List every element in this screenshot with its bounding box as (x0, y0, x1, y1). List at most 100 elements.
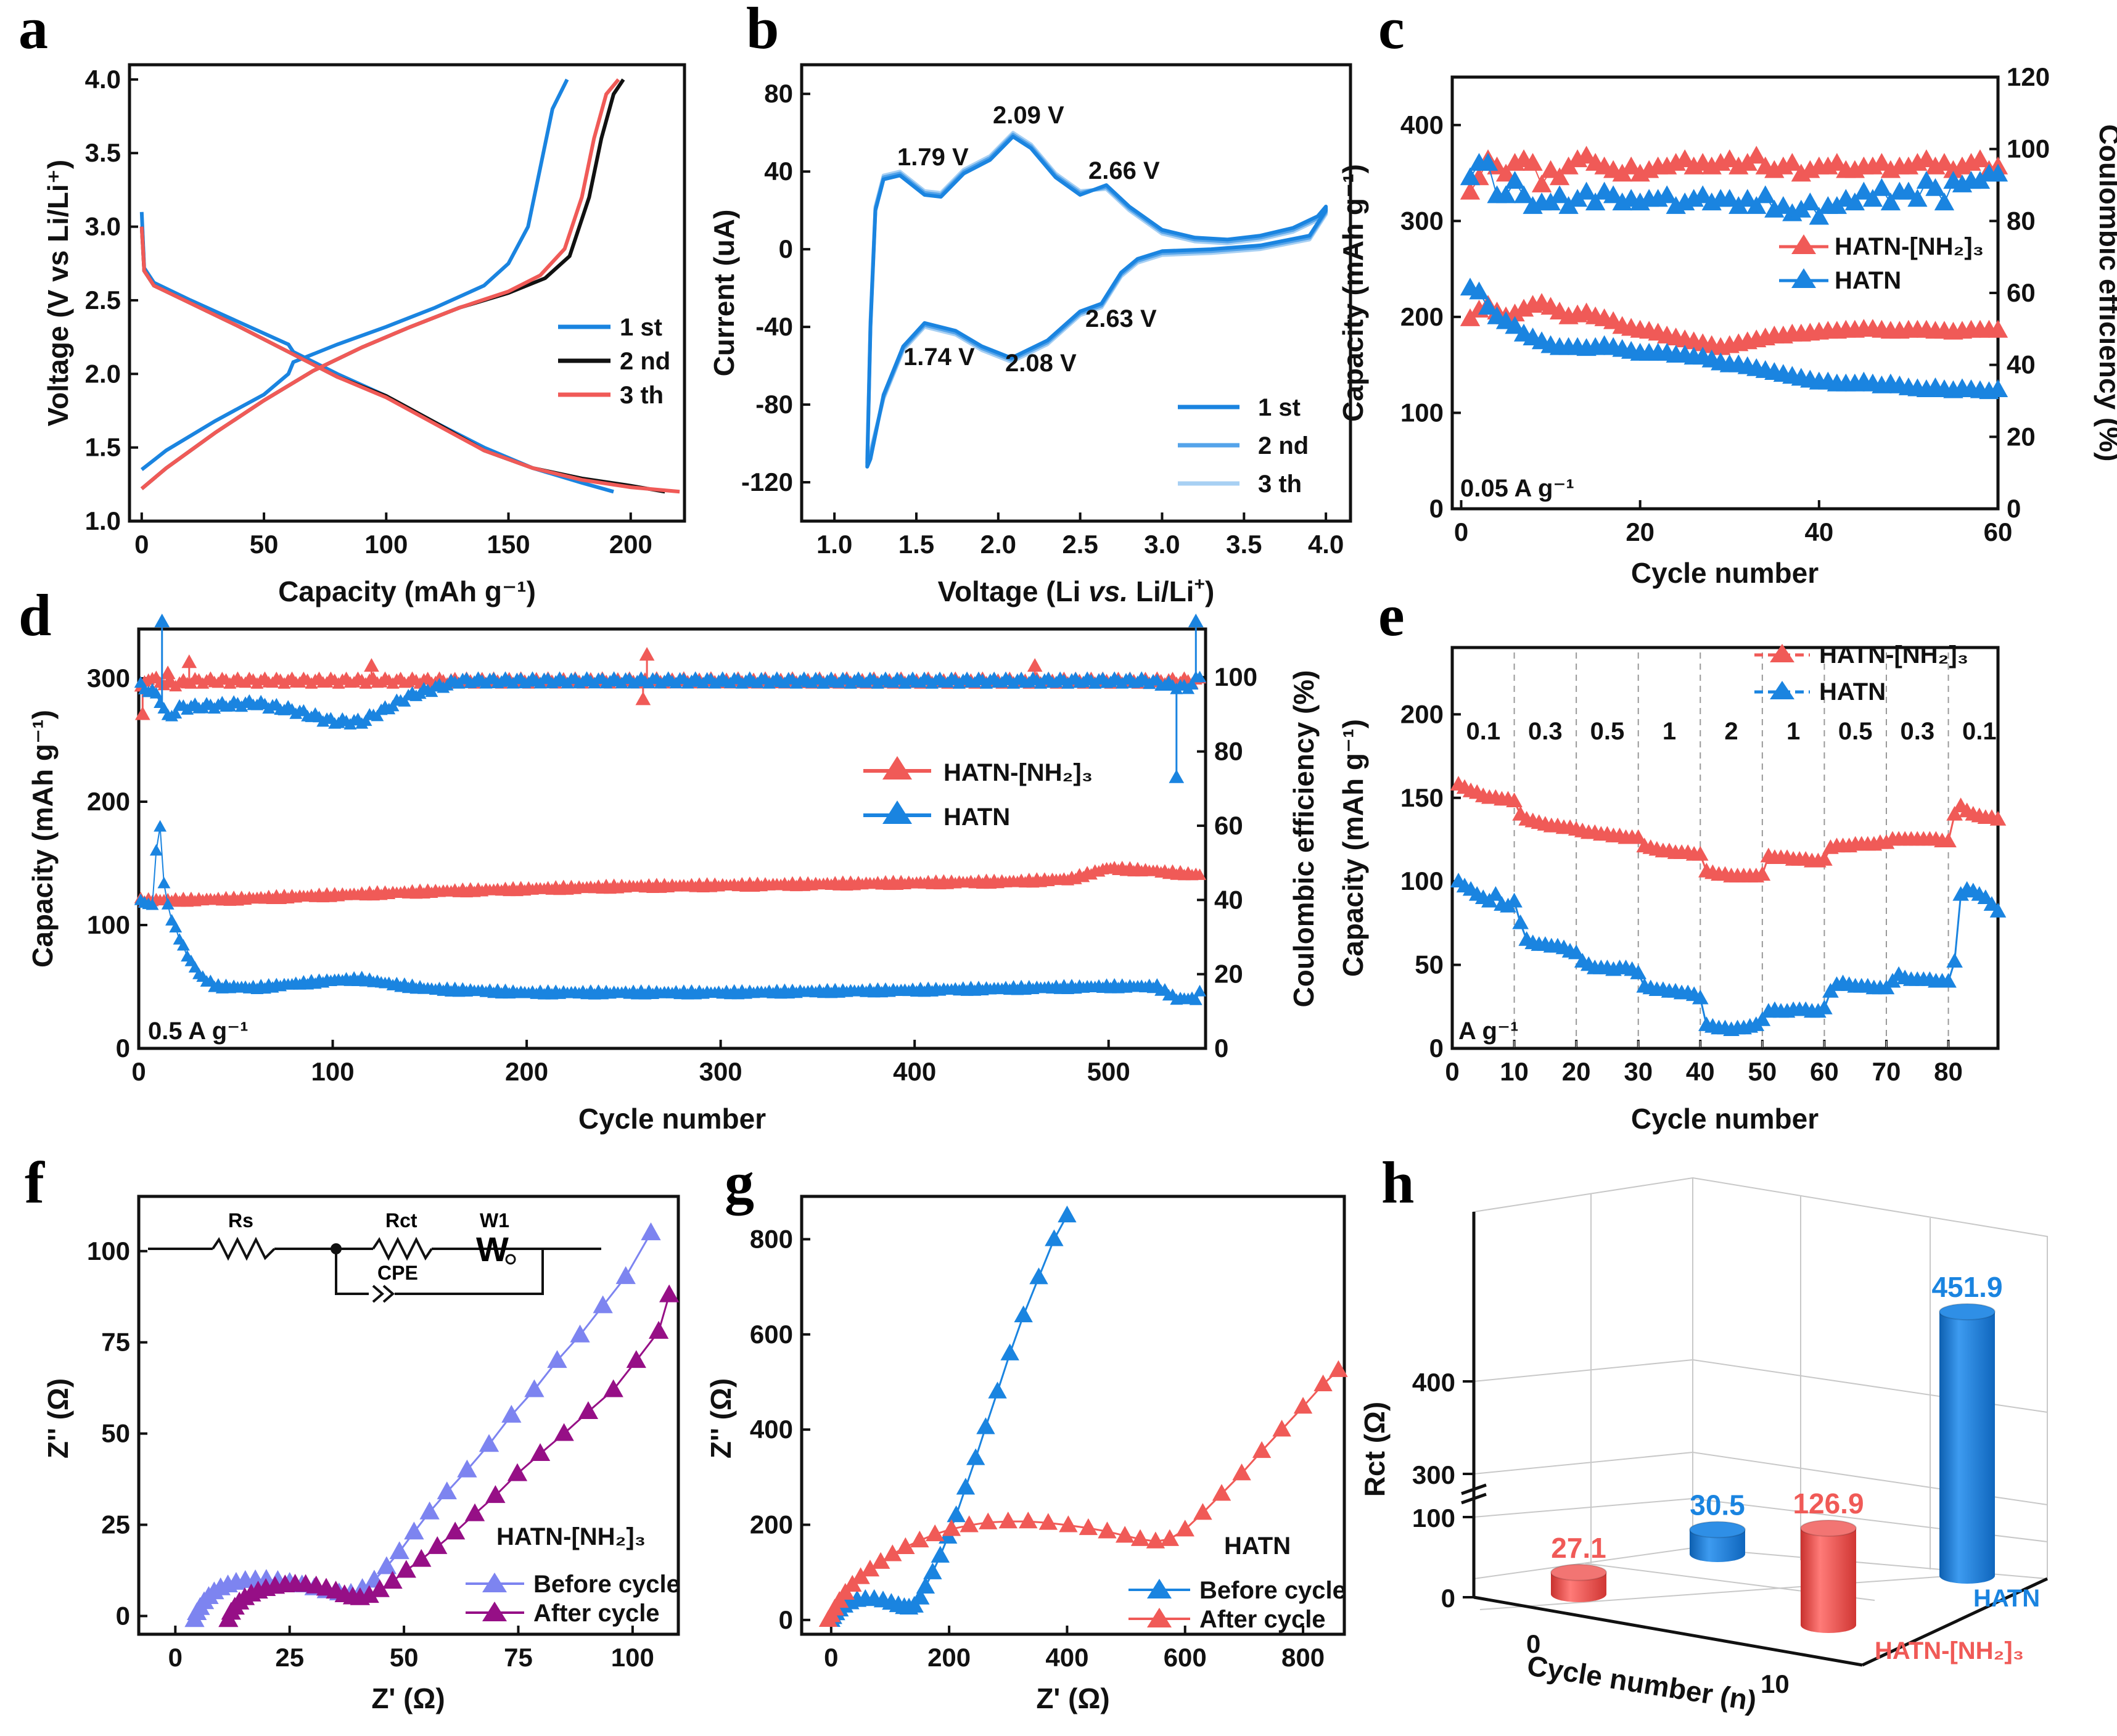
x-axis-label-b-part5: ) (1205, 575, 1214, 607)
legend-marker-d-nh2 (882, 756, 912, 780)
y-tick-label: 80 (764, 79, 793, 108)
rate-label-e: 2 (1724, 718, 1738, 745)
nyquist-point-f (501, 1405, 522, 1423)
nyquist-point-f (445, 1521, 466, 1540)
nyquist-point-f (554, 1423, 574, 1441)
legend-g: Before cycle After cycle (1128, 1577, 1346, 1633)
markers-e: 0.1 0.3 0.5 1 2 1 0.5 0.3 0.1 (1450, 652, 2007, 1048)
x-tick-label: 1.5 (898, 530, 934, 559)
y-tick-label: 4.0 (85, 65, 121, 94)
y-tick-label: 40 (764, 157, 793, 186)
ce-point-c (1862, 189, 1883, 207)
ce-point-c (1755, 185, 1775, 204)
ce-point-c (1576, 181, 1597, 200)
resistor-rct-icon (372, 1236, 433, 1261)
x-tick-label: 100 (311, 1057, 355, 1086)
y-axis-label-h: Rct (Ω) (1359, 1402, 1391, 1497)
ce-point-c (1719, 189, 1740, 207)
nyquist-point-f (404, 1521, 424, 1540)
y-tick-label: 0 (1429, 494, 1444, 523)
y2-tick-label: 100 (1214, 662, 1257, 691)
markers-d (134, 613, 1207, 1005)
ce-point-c (1746, 146, 1767, 164)
nyquist-point-f (437, 1481, 457, 1500)
y-tick-label: 2.0 (85, 359, 121, 388)
bar-h-HATN-0: 30.5 (1689, 1489, 1746, 1562)
legend-e: HATN-[NH₂]₃ HATN (1754, 641, 1968, 706)
y-tick-label: 200 (1400, 302, 1444, 331)
x-tick-label: 10 (1500, 1057, 1529, 1086)
y-tick-label-h: 100 (1412, 1504, 1455, 1532)
ce-point-c (1872, 178, 1892, 196)
rate-point-e (1692, 845, 1709, 861)
y-tick-label: 50 (1415, 950, 1444, 979)
nyquist-point-f (507, 1463, 528, 1481)
rate-label-e: 0.3 (1528, 718, 1563, 745)
gridline-h-400 (1473, 1359, 2048, 1413)
ce-point-c (1675, 149, 1695, 168)
ce-point-c (1478, 153, 1498, 171)
legend-marker-g-after (1147, 1608, 1172, 1627)
depth-axis-h (1861, 1577, 2049, 1667)
y2-tick-label: 60 (1214, 811, 1243, 840)
rate-point-e (1816, 1000, 1833, 1014)
x-tick-label: 150 (487, 530, 530, 559)
axis-ticks-b: 1.0 1.5 2.0 2.5 3.0 3.5 4.0 -120 -80 -40 0 40 80 (741, 79, 1344, 559)
ce-point-c (1603, 185, 1624, 204)
x-axis-label-f: Z' (Ω) (371, 1682, 445, 1714)
x-tick-label: 60 (1810, 1057, 1839, 1086)
markers-g (818, 1205, 1348, 1627)
rate-point-e (1506, 792, 1523, 807)
y-tick-label: 3.5 (85, 138, 121, 167)
y-tick-label: 600 (750, 1320, 793, 1349)
ce-point-c (1970, 149, 1991, 168)
panel-d: d 0 100 200 300 400 500 0 100 200 300 0 20 40 60 80 100… (18, 582, 1320, 1135)
y2-tick-label: 80 (2007, 206, 2036, 235)
nyquist-point-f (626, 1350, 646, 1368)
legend-label-b-2nd: 2 nd (1258, 432, 1309, 459)
ce-point-c (1809, 207, 1829, 225)
x-axis-label-e: Cycle number (1631, 1103, 1819, 1135)
y2-tick-label: 60 (2007, 278, 2036, 307)
legend-b: 1 st 2 nd 3 th (1178, 394, 1309, 498)
cpe-element-icon (372, 1285, 395, 1303)
annotation-b-174: 1.74 V (903, 343, 975, 371)
capacity-point-d (154, 820, 167, 832)
gridline-h-100 (1473, 1497, 2048, 1542)
y-tick-label: 100 (87, 1236, 130, 1265)
y-tick-label: 100 (87, 910, 130, 939)
y-axis-label-d: Capacity (mAh g⁻¹) (27, 710, 59, 968)
legend-label-c-hatn: HATN (1835, 267, 1901, 294)
nyquist-point-g (1272, 1420, 1291, 1437)
capacity-point-d (169, 921, 183, 932)
x-tick-label: 0 (1445, 1057, 1459, 1086)
y2-tick-label: 40 (1214, 885, 1243, 914)
panel-a: a 0 50 100 150 200 1.0 1.5 2.0 2.5 3.0 3.5 4.0 Capa… (18, 0, 686, 607)
nyquist-point-g (1193, 1503, 1212, 1520)
rate-label-e: 0.5 (1838, 718, 1873, 745)
y2-tick-label: 20 (1214, 960, 1243, 989)
y-tick-label: 50 (101, 1419, 130, 1448)
legend-marker-c-nh2 (1791, 234, 1816, 254)
x-tick-label: 0 (824, 1643, 838, 1672)
x-tick-label: 300 (699, 1057, 742, 1086)
resistor-rs-icon (212, 1236, 276, 1261)
nyquist-point-f (419, 1501, 440, 1520)
y-ticks-h: 0 100 300 400 (1412, 1368, 1474, 1613)
plot-frame-g (800, 1195, 1346, 1636)
nyquist-point-g (896, 1537, 915, 1554)
x-tick-label: 60 (1984, 517, 2013, 546)
nyquist-point-g (1313, 1374, 1333, 1392)
rate-label-e: 0.5 (1590, 718, 1625, 745)
bar-body-h (1939, 1312, 1995, 1584)
charge-curve-3 (140, 78, 620, 490)
legend-marker-g-before (1147, 1579, 1172, 1598)
nyquist-line-g-0 (830, 1215, 1068, 1621)
nyquist-point-g (1000, 1343, 1019, 1360)
capacity-point-d (161, 898, 175, 910)
capacity-point-c (1988, 379, 2008, 398)
ce-outlier-d (1169, 769, 1185, 783)
